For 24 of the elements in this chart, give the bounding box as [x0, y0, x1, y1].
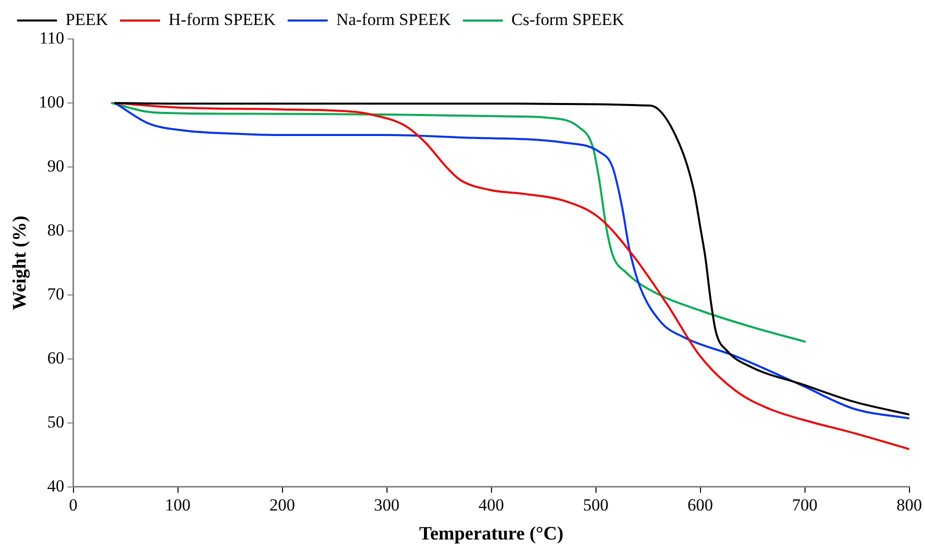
- y-tick-label: 110: [39, 28, 64, 48]
- x-tick-label: 400: [478, 495, 504, 514]
- legend-label: PEEK: [66, 10, 109, 29]
- x-tick-label: 100: [165, 495, 191, 514]
- line-series: [110, 102, 806, 343]
- y-tick-label: 60: [47, 348, 64, 368]
- legend-label: H-form SPEEK: [168, 10, 276, 29]
- legend-label: Na-form SPEEK: [336, 10, 452, 29]
- y-tick-label: 50: [47, 412, 64, 432]
- x-tick-label: 800: [896, 495, 922, 514]
- y-tick-label: 40: [47, 476, 64, 496]
- y-tick-label: 100: [38, 92, 64, 112]
- legend-label: Cs-form SPEEK: [511, 10, 626, 29]
- x-tick-label: 300: [374, 495, 400, 514]
- x-tick-label: 600: [688, 495, 714, 514]
- x-tick-label: 0: [69, 495, 78, 514]
- x-tick-label: 700: [792, 495, 818, 514]
- x-axis-title: Temperature (°C): [419, 524, 564, 545]
- x-tick-label: 500: [583, 495, 609, 514]
- y-tick-label: 80: [47, 220, 64, 240]
- y-tick-label: 70: [47, 284, 64, 304]
- x-tick-label: 200: [270, 495, 296, 514]
- y-tick-label: 90: [47, 156, 64, 176]
- y-axis-title: Weight (%): [9, 216, 30, 310]
